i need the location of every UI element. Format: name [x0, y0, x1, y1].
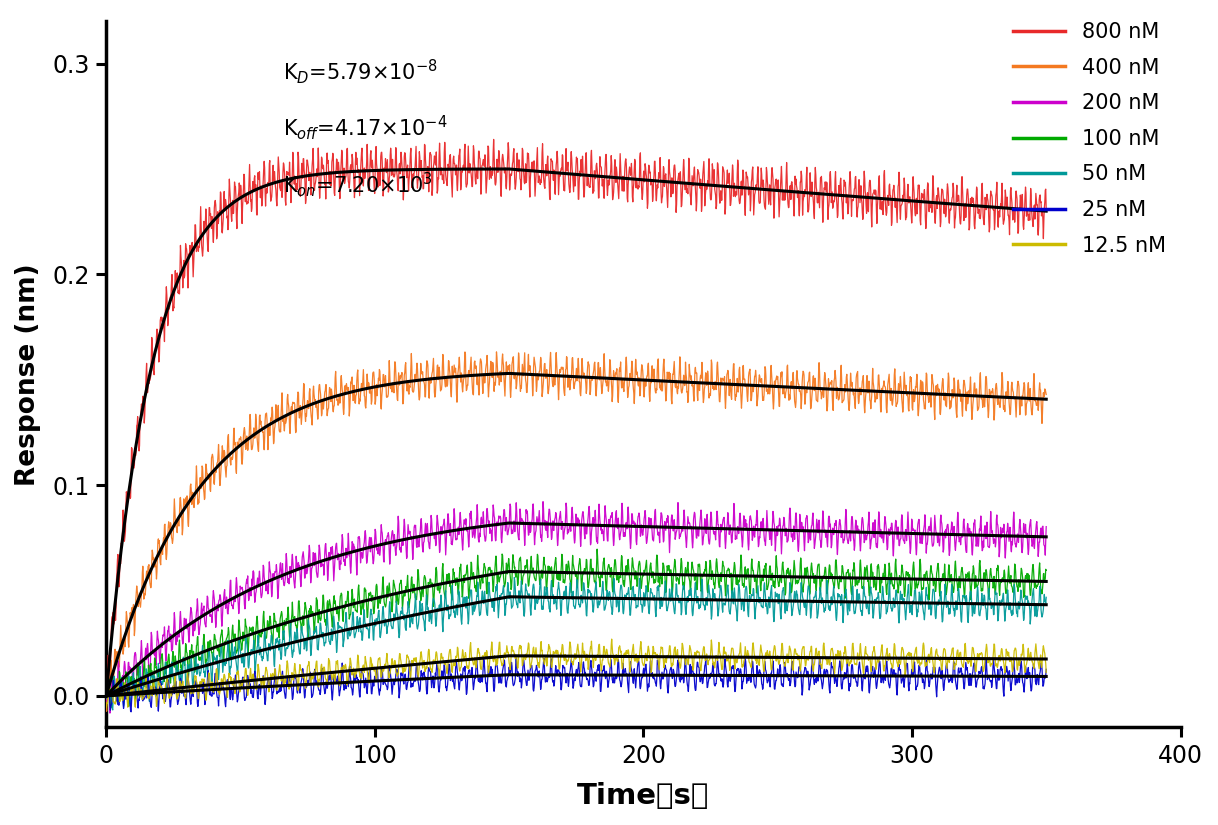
Legend: 800 nM, 400 nM, 200 nM, 100 nM, 50 nM, 25 nM, 12.5 nM: 800 nM, 400 nM, 200 nM, 100 nM, 50 nM, 2… [1005, 13, 1174, 264]
X-axis label: Time（s）: Time（s） [577, 782, 710, 810]
Text: K$_{off}$=4.17×10$^{-4}$: K$_{off}$=4.17×10$^{-4}$ [284, 113, 448, 142]
Text: K$_{on}$=7.20×10$^{3}$: K$_{on}$=7.20×10$^{3}$ [284, 170, 434, 199]
Y-axis label: Response (nm): Response (nm) [15, 263, 41, 486]
Text: K$_D$=5.79×10$^{-8}$: K$_D$=5.79×10$^{-8}$ [284, 57, 438, 86]
